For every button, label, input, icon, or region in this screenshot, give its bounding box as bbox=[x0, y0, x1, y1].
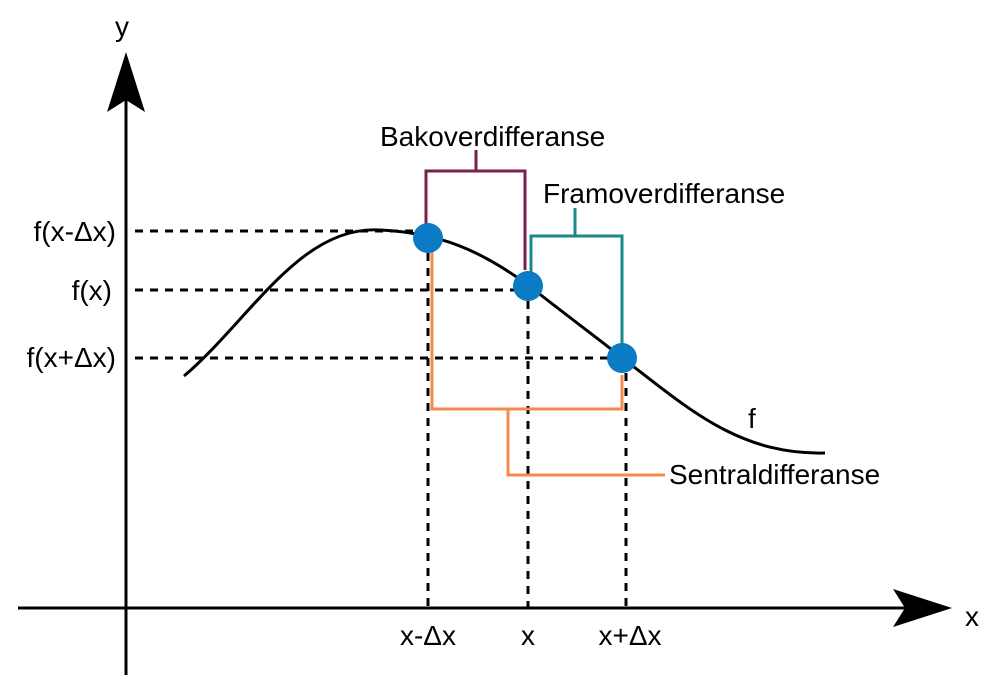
x-axis-arrow-icon bbox=[893, 589, 952, 627]
guide-lines bbox=[135, 229, 628, 608]
point-next bbox=[607, 343, 637, 373]
forward-bracket-frame bbox=[529, 234, 624, 345]
forward-bracket bbox=[529, 208, 624, 345]
x-tick-prev: x-Δx bbox=[400, 620, 456, 651]
y-tick-prev: f(x-Δx) bbox=[34, 216, 116, 247]
central-difference-label: Sentraldifferanse bbox=[669, 459, 880, 490]
y-axis-label: y bbox=[115, 11, 129, 42]
x-tick-center: x bbox=[521, 620, 535, 651]
y-axis-arrow-icon bbox=[107, 52, 145, 112]
central-bracket-stem bbox=[506, 409, 665, 477]
backward-difference-label: Bakoverdifferanse bbox=[380, 121, 605, 152]
curve-points bbox=[413, 223, 637, 373]
y-tick-next: f(x+Δx) bbox=[27, 342, 116, 373]
central-bracket-frame bbox=[430, 252, 624, 411]
function-curve bbox=[183, 228, 826, 455]
backward-bracket-frame bbox=[424, 169, 527, 270]
backward-bracket bbox=[424, 150, 527, 270]
x-tick-next: x+Δx bbox=[598, 620, 661, 651]
curve-label: f bbox=[748, 403, 756, 434]
point-center bbox=[513, 271, 543, 301]
axes: x y bbox=[18, 11, 979, 675]
x-axis-label: x bbox=[965, 601, 979, 632]
y-tick-center: f(x) bbox=[72, 275, 112, 306]
forward-difference-label: Framoverdifferanse bbox=[543, 178, 785, 209]
central-bracket bbox=[430, 252, 665, 477]
point-prev bbox=[413, 223, 443, 253]
